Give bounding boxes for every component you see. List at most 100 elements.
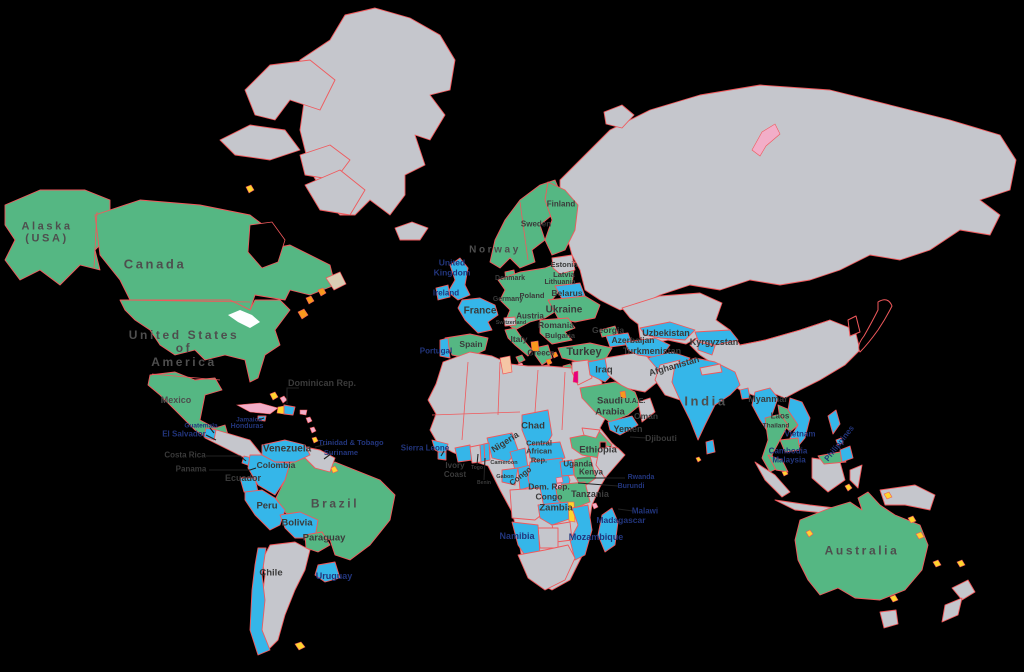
country-colombia (247, 454, 291, 496)
country-haiti (276, 405, 285, 415)
pacific-island-dots (956, 559, 966, 568)
country-baffin-island (304, 169, 366, 216)
country-cambodia (779, 437, 801, 453)
border-canada-usa (121, 299, 251, 303)
country-philippines-mindanao (839, 445, 854, 463)
region-baltic-states (551, 254, 576, 275)
country-djibouti (599, 441, 607, 449)
country-comoros (591, 502, 599, 510)
arctic-islands (244, 59, 336, 121)
region-guyanas (304, 446, 336, 473)
country-romania-bulgaria (539, 317, 576, 345)
country-chad (521, 409, 553, 449)
country-india (671, 357, 741, 441)
country-paraguay (304, 531, 331, 553)
country-iceland (394, 221, 429, 241)
arctic-coast-dots (245, 184, 255, 194)
country-sierra-leone (437, 451, 447, 461)
country-kyrgyzstan (694, 329, 739, 346)
country-indonesia-sumatra (754, 461, 791, 498)
country-uruguay (314, 561, 341, 583)
country-gabon (501, 467, 519, 486)
country-french-guiana-dot (330, 465, 339, 474)
pacific-island-dots (915, 531, 925, 540)
philippines-visayas-dots (835, 437, 844, 446)
country-ireland (435, 284, 451, 301)
bahamas-dots (279, 395, 288, 404)
country-madagascar (597, 507, 619, 553)
maldives-dots (695, 456, 702, 463)
pacific-island-dots (932, 559, 942, 568)
great-lakes (228, 310, 260, 328)
lesser-antilles (305, 416, 313, 424)
country-australia (794, 491, 929, 601)
country-albania (530, 340, 540, 352)
country-tasmania (879, 609, 899, 629)
country-yemen (607, 415, 639, 436)
country-chile (249, 547, 271, 656)
hudson-bay (247, 221, 286, 269)
country-korea (847, 315, 861, 337)
country-new-zealand-south (941, 597, 963, 623)
falkland-islands (294, 641, 306, 651)
country-new-zealand-north (951, 579, 976, 601)
country-alaska (4, 189, 111, 286)
lesser-antilles (311, 436, 319, 444)
country-france (457, 297, 499, 334)
pacific-island-dots (844, 483, 853, 492)
country-novaya-zemlya (751, 123, 781, 157)
country-botswana (537, 527, 559, 549)
maritime-dots (297, 308, 309, 320)
country-benin (483, 442, 491, 462)
country-united-kingdom (447, 257, 471, 301)
country-portugal (439, 337, 451, 359)
country-uzbekistan (639, 321, 696, 341)
pacific-island-dots (889, 594, 899, 603)
country-papua-new-guinea (879, 484, 936, 511)
maritime-dots (305, 295, 315, 305)
country-eritrea (581, 427, 601, 439)
arctic-islands (219, 124, 301, 161)
country-sicily (515, 354, 526, 364)
country-uganda (559, 459, 575, 477)
country-tajikistan (697, 341, 716, 356)
country-rwanda (555, 476, 564, 484)
aegean-dots (545, 358, 553, 366)
country-peru (244, 489, 286, 531)
country-newfoundland (325, 271, 347, 291)
country-south-africa (517, 544, 576, 591)
pacific-island-dots (805, 529, 814, 538)
country-switzerland (503, 316, 517, 327)
country-somalia (595, 444, 626, 479)
country-bangladesh (739, 387, 751, 400)
aegean-dots (551, 351, 559, 359)
country-ivory-coast (454, 444, 473, 463)
leader-lines (205, 387, 648, 512)
country-nepal (699, 363, 723, 376)
country-mozambique (569, 504, 593, 561)
country-russia (559, 84, 1017, 311)
country-spain (444, 333, 489, 359)
country-ecuador (239, 477, 259, 493)
country-svalbard (603, 104, 635, 129)
country-zambia (537, 501, 573, 526)
country-ukraine (547, 295, 601, 323)
border-sahara (431, 361, 566, 441)
country-malawi (567, 501, 576, 523)
pacific-island-dots (883, 491, 893, 500)
country-canada (94, 199, 336, 311)
country-puerto-rico (299, 409, 308, 416)
pacific-island-dots (907, 515, 917, 524)
country-cuba (235, 402, 279, 415)
country-italy (504, 327, 533, 357)
country-philippines-luzon (827, 409, 841, 435)
border-alaska-canada (93, 211, 98, 269)
country-usa (119, 299, 291, 383)
country-argentina (261, 541, 311, 651)
border-norway-sweden (519, 201, 529, 261)
country-qatar (619, 390, 627, 399)
country-oman (637, 397, 656, 423)
country-kenya (573, 455, 597, 489)
country-malaysia (767, 454, 789, 473)
